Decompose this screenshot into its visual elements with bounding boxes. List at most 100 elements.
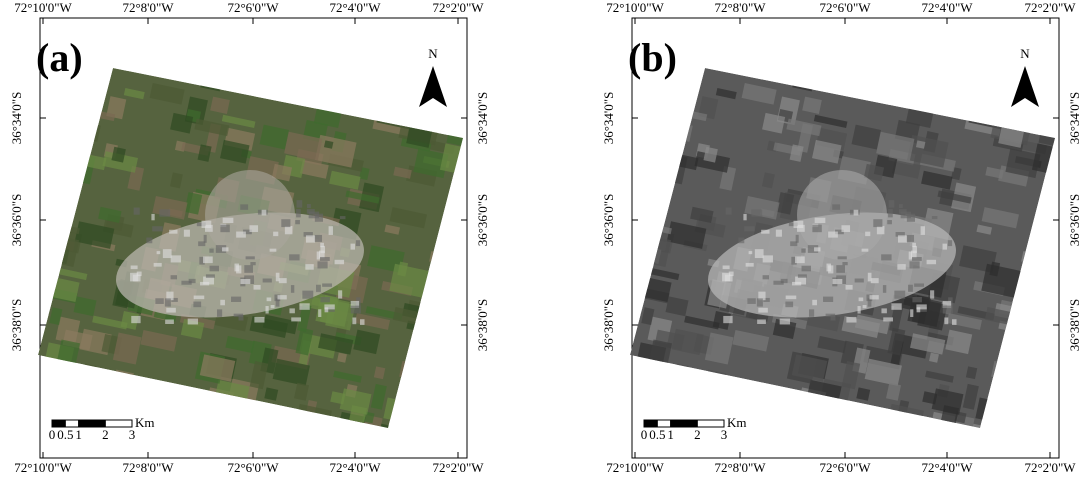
urban-block	[165, 298, 171, 306]
scale-unit: Km	[135, 415, 155, 430]
urban-block	[307, 204, 311, 208]
image-patch	[994, 103, 1021, 123]
urban-block	[234, 314, 244, 317]
image-patch	[334, 421, 371, 448]
image-patch	[102, 372, 134, 401]
urban-block	[340, 216, 346, 219]
scale-segment	[671, 420, 698, 427]
urban-block	[869, 295, 878, 299]
map-panel: (b)72°10'0"W72°10'0"W72°8'0"W72°8'0"W72°…	[601, 0, 1081, 475]
urban-block	[188, 319, 198, 325]
urban-block	[786, 296, 797, 300]
image-patch	[1001, 375, 1024, 393]
longitude-label: 72°6'0"W	[819, 0, 871, 15]
urban-block	[854, 210, 859, 216]
image-patch	[417, 111, 440, 122]
urban-block	[289, 308, 294, 313]
image-patch	[671, 364, 688, 392]
urban-block	[792, 282, 801, 285]
image-patch	[758, 423, 799, 450]
urban-block	[203, 256, 213, 263]
scale-segment	[697, 420, 724, 427]
urban-block	[163, 249, 172, 258]
north-label: N	[1020, 46, 1030, 61]
image-patch	[398, 391, 431, 415]
scale-label: 0.5	[57, 427, 73, 442]
image-patch	[218, 395, 244, 421]
urban-block	[234, 264, 239, 272]
longitude-label: 72°10'0"W	[14, 0, 72, 15]
latitude-label: 36°38'0"S	[1067, 299, 1081, 352]
scale-label: 2	[694, 427, 701, 442]
image-patch	[1035, 356, 1066, 380]
urban-block	[846, 317, 856, 323]
image-patch	[994, 371, 1022, 385]
scale-label: 1	[667, 427, 674, 442]
urban-block	[236, 232, 246, 238]
longitude-label: 72°4'0"W	[921, 0, 973, 15]
image-patch	[239, 426, 252, 443]
image-patch	[633, 149, 660, 181]
urban-block	[757, 298, 763, 306]
image-patch	[1009, 111, 1032, 122]
urban-block	[865, 232, 870, 236]
urban-block	[785, 302, 793, 308]
latitude-label: 36°38'0"S	[601, 299, 616, 352]
longitude-label: 72°6'0"W	[227, 460, 279, 475]
image-patch	[444, 387, 481, 420]
image-patch	[1015, 332, 1047, 362]
urban-block	[240, 204, 248, 209]
urban-block	[828, 232, 838, 238]
urban-block	[155, 298, 163, 304]
image-patch	[929, 353, 939, 363]
urban-block	[309, 212, 320, 219]
image-patch	[896, 81, 918, 96]
urban-block	[826, 314, 836, 317]
scale-label: 2	[102, 427, 109, 442]
urban-block	[814, 247, 820, 251]
image-patch	[641, 151, 668, 178]
image-patch	[424, 386, 463, 418]
latitude-label: 36°36'0"S	[1067, 194, 1081, 247]
urban-block	[131, 316, 140, 323]
scale-segment	[52, 420, 65, 427]
urban-block	[267, 297, 272, 301]
image-patch	[402, 103, 429, 123]
longitude-label: 72°2'0"W	[1024, 0, 1076, 15]
image-patch	[1021, 251, 1035, 264]
urban-block	[858, 306, 861, 313]
image-patch	[423, 376, 455, 395]
urban-block	[222, 247, 228, 251]
urban-block	[914, 283, 924, 286]
urban-block	[796, 235, 799, 243]
latitude-label: 36°34'0"S	[9, 92, 24, 145]
longitude-label: 72°10'0"W	[606, 460, 664, 475]
latitude-label: 36°38'0"S	[475, 299, 490, 352]
longitude-label: 72°10'0"W	[606, 0, 664, 15]
urban-block	[898, 235, 907, 242]
urban-block	[314, 235, 322, 242]
urban-block	[812, 300, 817, 305]
urban-block	[295, 220, 300, 224]
urban-block	[881, 308, 886, 313]
urban-block	[266, 306, 269, 313]
urban-block	[202, 221, 212, 228]
urban-block	[899, 204, 903, 208]
urban-block	[210, 266, 219, 272]
image-patch	[445, 104, 479, 125]
urban-block	[755, 249, 764, 258]
image-patch	[1027, 381, 1065, 400]
urban-block	[305, 264, 313, 270]
urban-block	[231, 297, 241, 302]
urban-block	[883, 285, 886, 293]
image-patch	[1032, 412, 1043, 422]
image-patch	[423, 332, 455, 362]
urban-block	[859, 297, 864, 301]
urban-block	[200, 282, 209, 285]
image-patch	[644, 117, 656, 127]
urban-block	[291, 285, 294, 293]
urban-block	[943, 306, 953, 314]
scale-segment	[79, 420, 106, 427]
latitude-label: 36°38'0"S	[9, 299, 24, 352]
image-patch	[975, 87, 1000, 110]
